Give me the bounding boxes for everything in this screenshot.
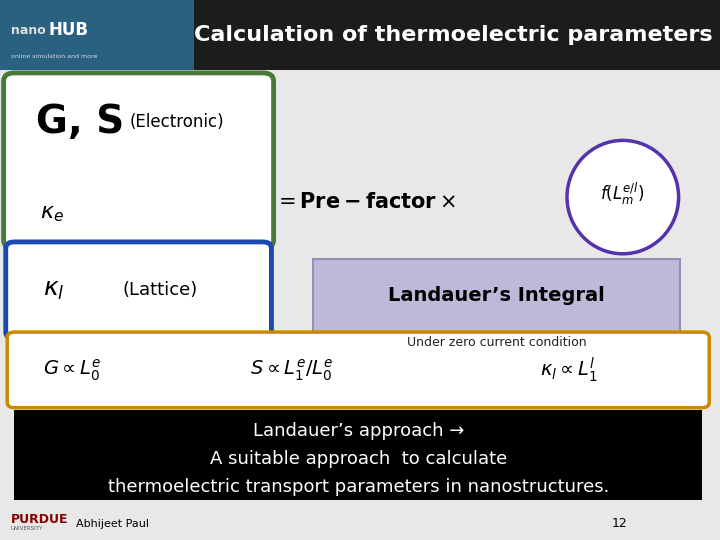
- Text: Under zero current condition: Under zero current condition: [407, 336, 587, 349]
- Text: UNIVERSITY: UNIVERSITY: [11, 525, 43, 531]
- FancyBboxPatch shape: [6, 242, 271, 339]
- Text: nano: nano: [11, 24, 45, 37]
- Text: Landauer’s Integral: Landauer’s Integral: [388, 286, 606, 305]
- Text: G, S: G, S: [36, 103, 125, 140]
- Text: $\kappa_l$: $\kappa_l$: [43, 279, 65, 302]
- Text: Abhijeet Paul: Abhijeet Paul: [76, 519, 148, 529]
- FancyBboxPatch shape: [313, 259, 680, 332]
- Text: online simulation and more: online simulation and more: [11, 54, 97, 59]
- Text: $\kappa_l \propto L_1^l$: $\kappa_l \propto L_1^l$: [540, 355, 598, 384]
- FancyBboxPatch shape: [7, 332, 709, 408]
- FancyBboxPatch shape: [0, 0, 720, 70]
- Text: (Lattice): (Lattice): [122, 281, 198, 299]
- FancyBboxPatch shape: [14, 410, 702, 500]
- Text: $G \propto L_0^e$: $G \propto L_0^e$: [43, 357, 102, 383]
- Text: $= \mathbf{Pre - factor} \times$: $= \mathbf{Pre - factor} \times$: [274, 192, 456, 213]
- Ellipse shape: [567, 140, 678, 254]
- Text: (Electronic): (Electronic): [130, 113, 224, 131]
- FancyBboxPatch shape: [0, 70, 720, 540]
- Text: PURDUE: PURDUE: [11, 513, 68, 526]
- FancyBboxPatch shape: [0, 0, 194, 70]
- FancyBboxPatch shape: [4, 73, 274, 248]
- Text: thermoelectric transport parameters in nanostructures.: thermoelectric transport parameters in n…: [107, 478, 609, 496]
- Text: Calculation of thermoelectric parameters: Calculation of thermoelectric parameters: [194, 25, 713, 45]
- Text: 12: 12: [611, 517, 627, 530]
- Text: A suitable approach  to calculate: A suitable approach to calculate: [210, 450, 507, 468]
- Text: $S \propto L_1^e / L_0^e$: $S \propto L_1^e / L_0^e$: [250, 357, 333, 383]
- Text: Landauer’s approach →: Landauer’s approach →: [253, 422, 464, 440]
- Text: $\kappa_e$: $\kappa_e$: [40, 202, 63, 224]
- Text: $f(L_m^{e/l})$: $f(L_m^{e/l})$: [600, 181, 645, 207]
- Text: HUB: HUB: [49, 21, 89, 39]
